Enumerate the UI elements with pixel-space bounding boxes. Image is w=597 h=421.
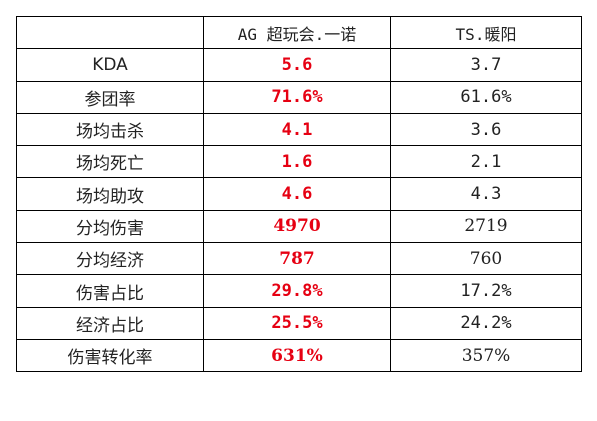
player-b-value: 17.2% — [390, 274, 582, 308]
player-b-value: 24.2% — [390, 306, 582, 340]
stats-comparison-table: AG 超玩会.一诺 TS.暖阳 KDA 5.6 3.7 参团率 71.6% 61… — [16, 15, 582, 373]
table-row: 伤害占比 29.8% 17.2% — [16, 274, 582, 308]
row-label: 分均伤害 — [16, 209, 204, 244]
player-a-value: 787 — [203, 242, 391, 276]
player-b-value: 2719 — [390, 209, 582, 244]
table-row: 分均经济 787 760 — [16, 242, 582, 276]
player-b-value: 3.7 — [390, 48, 582, 82]
table-row: 参团率 71.6% 61.6% — [16, 80, 582, 114]
player-a-value: 25.5% — [203, 306, 391, 340]
table-row: 经济占比 25.5% 24.2% — [16, 306, 582, 340]
row-label: 伤害占比 — [16, 274, 204, 308]
table-row: 场均助攻 4.6 4.3 — [16, 177, 582, 211]
player-b-value: 3.6 — [390, 112, 582, 147]
row-label: 场均死亡 — [16, 145, 204, 179]
player-b-value: 61.6% — [390, 80, 582, 114]
row-label: 经济占比 — [16, 306, 204, 340]
player-b-value: 760 — [390, 242, 582, 276]
stats-comparison-container: AG 超玩会.一诺 TS.暖阳 KDA 5.6 3.7 参团率 71.6% 61… — [16, 15, 582, 373]
table-row: 伤害转化率 631% 357% — [16, 338, 582, 373]
header-player-a: AG 超玩会.一诺 — [203, 15, 391, 50]
player-a-value: 5.6 — [203, 48, 391, 82]
player-a-value: 29.8% — [203, 274, 391, 308]
table-header-row: AG 超玩会.一诺 TS.暖阳 — [16, 15, 582, 50]
row-label: 伤害转化率 — [16, 338, 204, 373]
player-a-value: 1.6 — [203, 145, 391, 179]
row-label: 场均击杀 — [16, 112, 204, 147]
row-label: KDA — [16, 48, 204, 82]
player-a-value: 4970 — [203, 209, 391, 244]
player-a-value: 71.6% — [203, 80, 391, 114]
header-player-b: TS.暖阳 — [390, 15, 582, 50]
player-a-value: 4.6 — [203, 177, 391, 211]
header-corner-cell — [16, 15, 204, 50]
table-row: 场均击杀 4.1 3.6 — [16, 112, 582, 147]
player-a-value: 4.1 — [203, 112, 391, 147]
player-a-value: 631% — [203, 338, 391, 373]
table-row: 场均死亡 1.6 2.1 — [16, 145, 582, 179]
row-label: 参团率 — [16, 80, 204, 114]
row-label: 分均经济 — [16, 242, 204, 276]
player-b-value: 357% — [390, 338, 582, 373]
table-row: KDA 5.6 3.7 — [16, 48, 582, 82]
table-row: 分均伤害 4970 2719 — [16, 209, 582, 244]
player-b-value: 4.3 — [390, 177, 582, 211]
player-b-value: 2.1 — [390, 145, 582, 179]
row-label: 场均助攻 — [16, 177, 204, 211]
